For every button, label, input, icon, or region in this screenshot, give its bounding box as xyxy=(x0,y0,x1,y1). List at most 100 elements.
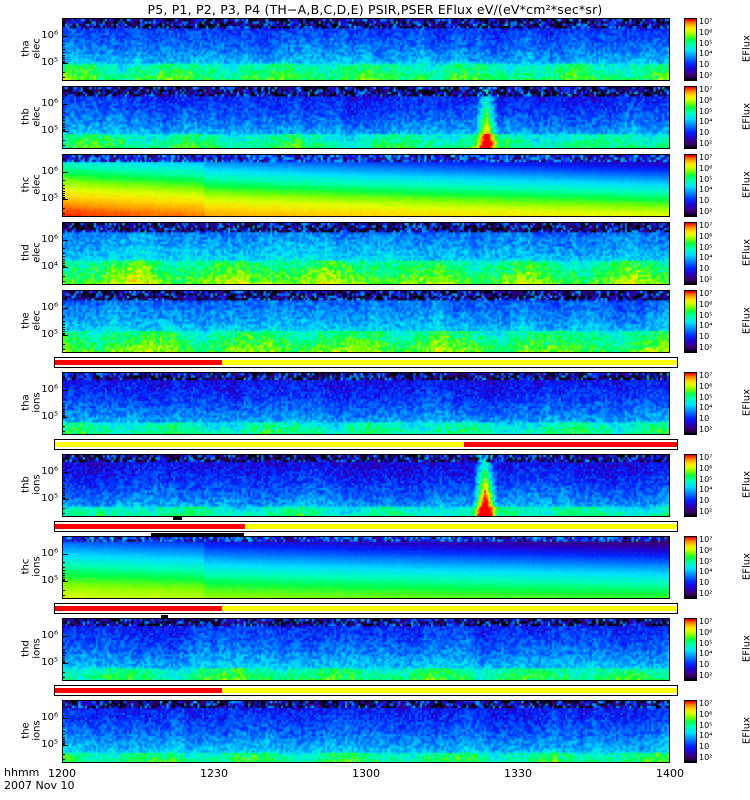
spectrogram-panel-tha-ions xyxy=(62,372,670,435)
y-minor-tick xyxy=(62,125,65,126)
colorbar-thc-elec xyxy=(684,154,697,217)
y-minor-tick xyxy=(62,77,65,78)
status-bar-mark xyxy=(151,533,245,536)
y-minor-tick xyxy=(62,266,65,267)
colorbar-title-thc-elec: EFlux xyxy=(742,154,750,214)
y-minor-tick xyxy=(62,62,65,63)
y-minor-tick xyxy=(62,759,65,760)
y-minor-tick xyxy=(62,57,65,58)
y-minor-tick xyxy=(62,581,65,582)
y-minor-tick xyxy=(62,44,65,45)
colorbar-ticklabels-thb-ions: 10⁷ 10⁶ 10⁵ 10⁴ 10⁳ 10² xyxy=(699,454,725,517)
y-axis-label-tha-ions: tha ions xyxy=(22,372,43,432)
colorbar-gradient xyxy=(685,537,696,598)
y-minor-tick xyxy=(62,259,65,260)
colorbar-tick-label: 10⁴ xyxy=(699,404,712,412)
colorbar-thd-elec xyxy=(684,222,697,285)
y-minor-tick xyxy=(62,744,65,745)
colorbar-tick-label: 10² xyxy=(699,508,712,516)
y-minor-tick xyxy=(62,480,65,481)
colorbar-ticklabels-the-ions: 10⁷ 10⁶ 10⁵ 10⁴ 10⁳ 10² xyxy=(699,700,725,763)
colorbar-tick-label: 10⁵ xyxy=(699,476,712,484)
colorbar-tick-label: 10² xyxy=(699,140,712,148)
colorbar-tick-label: 10⁵ xyxy=(699,176,712,184)
colorbar-tick-label: 10⁵ xyxy=(699,722,712,730)
y-minor-tick xyxy=(62,663,65,664)
colorbar-tick-label: 10² xyxy=(699,208,712,216)
y-minor-tick xyxy=(62,335,65,336)
status-bar-bar-after-thd-ions xyxy=(54,685,678,696)
y-tick-label: 10⁶ xyxy=(28,30,58,41)
y-minor-tick xyxy=(62,344,65,345)
y-axis-label-species: elec xyxy=(32,290,43,350)
y-minor-tick xyxy=(62,485,65,486)
colorbar-ticklabels-thd-ions: 10⁷ 10⁶ 10⁵ 10⁴ 10⁳ 10² xyxy=(699,618,725,681)
y-minor-tick xyxy=(62,213,65,214)
y-minor-tick xyxy=(62,754,65,755)
y-minor-tick xyxy=(62,193,65,194)
colorbar-thd-ions xyxy=(684,618,697,681)
status-bar-segment xyxy=(55,606,222,611)
y-tick-label: 10⁵ xyxy=(28,657,58,668)
y-axis-label-thd-ions: thd ions xyxy=(22,618,43,678)
status-bar-segment xyxy=(55,442,464,447)
colorbar-tick-label: 10⁷ xyxy=(699,618,712,626)
status-bar-segment xyxy=(55,688,222,693)
colorbar-title-the-ions: EFlux xyxy=(742,700,750,760)
y-tick-label: 10⁵ xyxy=(28,57,58,68)
colorbar-tick-label: 10⁶ xyxy=(699,465,712,473)
y-axis-label-the-elec: the elec xyxy=(22,290,43,350)
status-bar-segment xyxy=(222,360,677,365)
y-minor-tick xyxy=(62,573,65,574)
y-minor-tick xyxy=(62,562,65,563)
y-tick-label: 10⁶ xyxy=(28,712,58,723)
y-minor-tick xyxy=(62,516,65,517)
y-minor-tick xyxy=(62,284,65,285)
colorbar-tick-label: 10⁴ xyxy=(699,118,712,126)
y-tick-label: 10⁵ xyxy=(28,125,58,136)
y-minor-tick xyxy=(62,248,65,249)
y-axis-label-species: ions xyxy=(32,700,43,760)
y-minor-tick xyxy=(62,352,65,353)
y-minor-tick xyxy=(62,657,65,658)
y-axis-label-species: elec xyxy=(32,18,43,78)
colorbar-tick-label: 10⁳ xyxy=(699,61,709,69)
colorbar-title-thc-ions: EFlux xyxy=(742,536,750,596)
y-axis-label-thc-elec: thc elec xyxy=(22,154,43,214)
colorbar-tha-ions xyxy=(684,372,697,435)
spectrogram-panel-thc-ions xyxy=(62,536,670,599)
colorbar-tick-label: 10² xyxy=(699,754,712,762)
y-minor-tick xyxy=(62,327,65,328)
y-minor-tick xyxy=(62,52,65,53)
colorbar-title-thd-elec: EFlux xyxy=(742,222,750,282)
colorbar-gradient xyxy=(685,155,696,216)
colorbar-tick-label: 10⁵ xyxy=(699,40,712,48)
y-minor-tick xyxy=(62,117,65,118)
colorbar-title-thb-ions: EFlux xyxy=(742,454,750,514)
colorbar-tick-label: 10² xyxy=(699,276,712,284)
status-bar-segment xyxy=(55,524,245,529)
spectrogram-canvas-thb-elec xyxy=(63,87,669,148)
colorbar-tick-label: 10⁵ xyxy=(699,558,712,566)
y-axis-label-probe: thb xyxy=(22,454,33,514)
y-minor-tick xyxy=(62,431,65,432)
y-tick-label: 10⁵ xyxy=(28,193,58,204)
x-tick-label: 1400 xyxy=(640,767,700,780)
colorbar-tick-label: 10⁳ xyxy=(699,415,709,423)
spectrogram-canvas-tha-elec xyxy=(63,19,669,80)
y-minor-tick xyxy=(62,636,65,637)
y-minor-tick xyxy=(62,567,65,568)
colorbar-tick-label: 10⁶ xyxy=(699,629,712,637)
colorbar-tick-label: 10⁴ xyxy=(699,254,712,262)
spectrogram-panel-thd-ions xyxy=(62,618,670,681)
y-tick-label: 10⁶ xyxy=(28,302,58,313)
y-tick-label: 10⁶ xyxy=(28,166,58,177)
y-minor-tick xyxy=(62,329,65,330)
colorbar-tick-label: 10² xyxy=(699,72,712,80)
y-minor-tick xyxy=(62,208,65,209)
y-minor-tick xyxy=(62,575,65,576)
colorbar-tick-label: 10⁷ xyxy=(699,222,712,230)
colorbar-title-tha-ions: EFlux xyxy=(742,372,750,432)
y-tick-label: 10⁶ xyxy=(28,234,58,245)
colorbar-tick-label: 10⁷ xyxy=(699,86,712,94)
